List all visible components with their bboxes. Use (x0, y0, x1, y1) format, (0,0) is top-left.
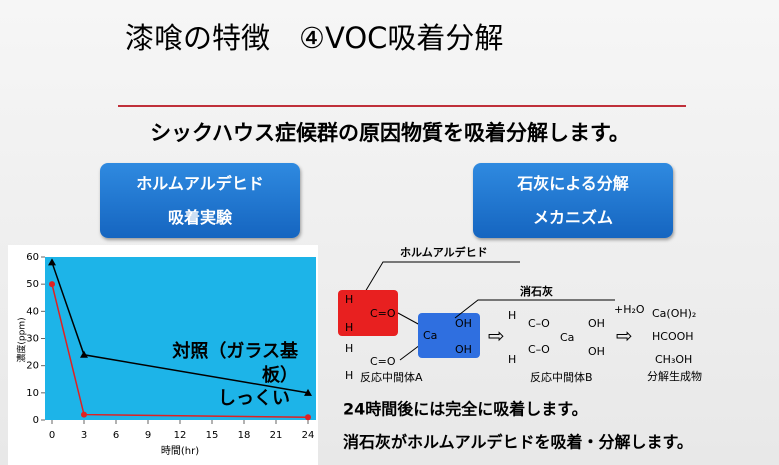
x-tick-label: 24 (302, 430, 315, 441)
y-tick-label: 10 (26, 388, 39, 399)
intermediate-a: 反応中間体A (360, 370, 423, 384)
point (80, 350, 88, 358)
atom: C–O (528, 317, 550, 330)
atom: Ca (560, 331, 574, 344)
ca-highlight (418, 313, 480, 358)
atom: H (345, 342, 353, 355)
atom: OH (588, 345, 605, 358)
bond (399, 344, 421, 361)
chart: 0 10 20 30 40 50 60 0 3 6 9 12 15 18 21 24 時間(hr) 濃度(ppm) (16, 252, 316, 457)
y-tick-label: 60 (26, 252, 39, 263)
slaked-lime-label: 消石灰 (520, 284, 553, 298)
atom: C=O (370, 355, 396, 368)
y-tick-label: 30 (26, 334, 39, 345)
box-line: メカニズム (532, 208, 613, 227)
y-axis-label: 濃度(ppm) (16, 317, 28, 362)
products-label: 分解生成物 (647, 369, 702, 383)
x-axis-label: 時間(hr) (161, 445, 199, 457)
leader (364, 261, 520, 293)
x-tick-label: 3 (81, 430, 87, 441)
info-box: ホルムアルデヒド 吸着実験 (100, 163, 300, 238)
series-label: 対照（ガラス基板） (172, 341, 298, 386)
intermediate-b: 反応中間体B (530, 370, 593, 384)
info-box: 石灰による分解 メカニズム (473, 163, 673, 238)
atom: H (345, 369, 353, 382)
box-line: 石灰による分解 (517, 174, 629, 193)
point (305, 414, 311, 421)
water: +H₂O (614, 303, 645, 316)
molecule-highlight (338, 290, 398, 336)
diagram: ホルムアルデヒド H C=O H H C=O H Ca OH OH 消石灰 反応… (338, 245, 702, 384)
point (81, 411, 87, 418)
atom: H (345, 293, 353, 306)
atom: Ca (423, 329, 437, 342)
atom: C=O (370, 307, 396, 320)
atom: OH (455, 343, 472, 356)
x-tick-label: 18 (238, 430, 251, 441)
y-tick-label: 0 (33, 415, 39, 426)
bond (397, 312, 421, 326)
atom: H (508, 309, 516, 322)
atom: H (508, 353, 516, 366)
box-line: ホルムアルデヒド (136, 174, 264, 193)
formaldehyde-label: ホルムアルデヒド (400, 245, 488, 259)
note: 消石灰がホルムアルデヒドを吸着・分解します。 (343, 433, 693, 452)
atom: H (345, 321, 353, 334)
x-tick-label: 0 (49, 430, 55, 441)
atom: OH (455, 317, 472, 330)
product: CH₃OH (655, 353, 692, 366)
note: 24時間後には完全に吸着します。 (343, 400, 588, 419)
x-tick-label: 9 (145, 430, 151, 441)
x-tick-label: 21 (270, 430, 283, 441)
plot-area (45, 257, 316, 420)
arrow: ⇨ (488, 324, 505, 348)
x-tick-label: 15 (206, 430, 219, 441)
arrow: ⇨ (616, 324, 633, 348)
point (304, 388, 312, 396)
subtitle: シックハウス症候群の原因物質を吸着分解します。 (150, 121, 630, 145)
x-tick-label: 6 (113, 430, 119, 441)
point (48, 258, 56, 266)
product: HCOOH (652, 330, 694, 343)
box-line: 吸着実験 (167, 208, 232, 227)
slide-title: 漆喰の特徴 ④VOC吸着分解 (125, 21, 503, 55)
series-label: しっくい (218, 388, 290, 409)
atom: C–O (528, 343, 550, 356)
leader (454, 299, 615, 319)
x-tick-label: 12 (174, 430, 187, 441)
y-tick-label: 50 (26, 279, 39, 290)
y-tick-label: 20 (26, 361, 39, 372)
point (49, 281, 55, 288)
atom: OH (588, 317, 605, 330)
product: Ca(OH)₂ (652, 307, 696, 320)
y-tick-label: 40 (26, 306, 39, 317)
